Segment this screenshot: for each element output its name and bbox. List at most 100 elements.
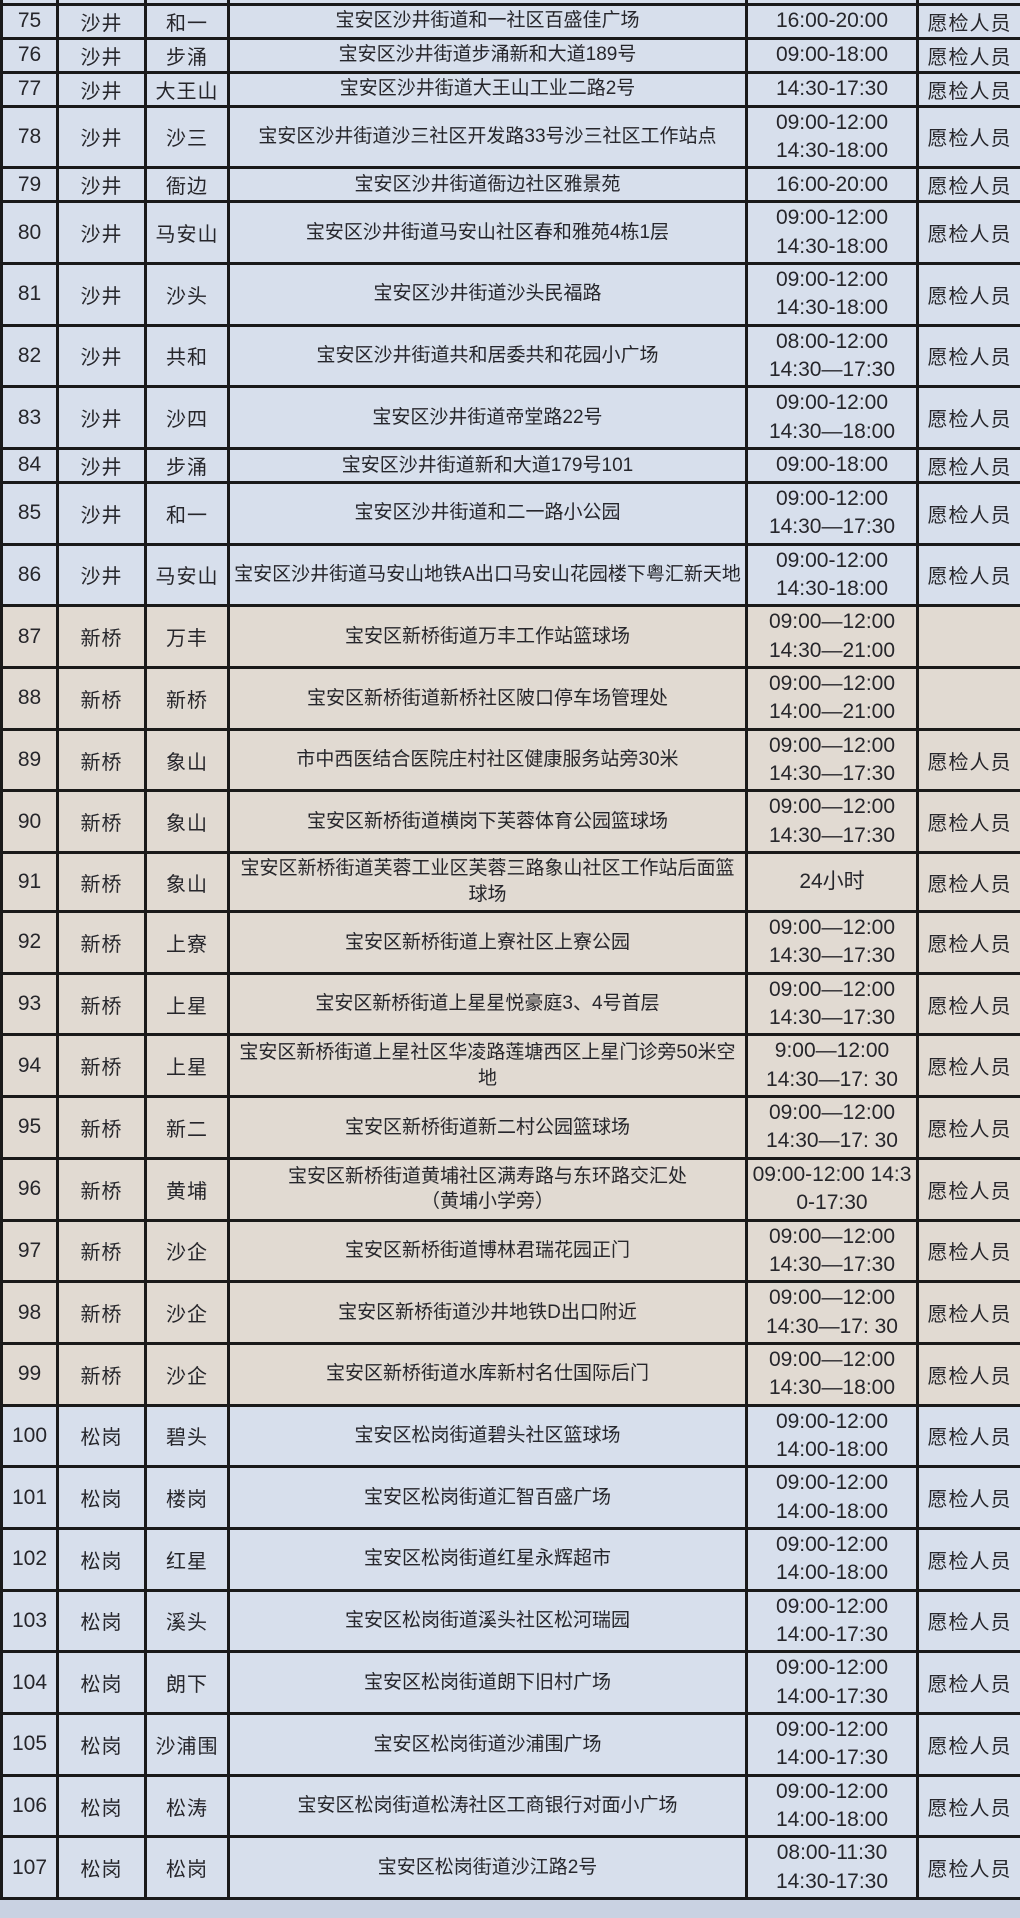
cell-row-number: 75	[0, 2, 59, 40]
table-row: 96 新桥 黄埔 宝安区新桥街道黄埔社区满寿路与东环路交汇处 （黄埔小学旁） 0…	[0, 1156, 1020, 1222]
cutoff-row-top	[0, 0, 1020, 6]
cell-address: 宝安区新桥街道横岗下芙蓉体育公园篮球场	[227, 789, 748, 855]
cell-street: 新桥	[56, 1218, 147, 1284]
table-row: 94 新桥 上星 宝安区新桥街道上星社区华凌路莲塘西区上星门诊旁50米空地 9:…	[0, 1033, 1020, 1099]
table-row: 95 新桥 新二 宝安区新桥街道新二村公园篮球场 09:00—12:00 14:…	[0, 1095, 1020, 1160]
cell-address: 宝安区新桥街道新桥社区陂口停车场管理处	[227, 666, 748, 731]
cell-row-number: 106	[0, 1773, 59, 1839]
cell-street: 沙井	[56, 323, 147, 389]
cell-street: 新桥	[56, 727, 147, 793]
table-row: 89 新桥 象山 市中西医结合医院庄村社区健康服务站旁30米 09:00—12:…	[0, 727, 1020, 793]
cell-community: 沙四	[144, 385, 230, 450]
cell-address: 宝安区沙井街道新和大道179号101	[227, 446, 748, 484]
cell-note: 愿检人员	[916, 910, 1020, 975]
cell-note: 愿检人员	[916, 851, 1020, 914]
cell-address: 宝安区松岗街道溪头社区松河瑞园	[227, 1588, 748, 1654]
cell-row-number: 76	[0, 36, 59, 74]
cell-note: 愿检人员	[916, 480, 1020, 546]
table-row: 101 松岗 楼岗 宝安区松岗街道汇智百盛广场 09:00-12:00 14:0…	[0, 1465, 1020, 1530]
cell-street: 松岗	[56, 1403, 147, 1469]
cell-street: 新桥	[56, 851, 147, 914]
cell-time: 09:00-12:00 14:00-18:00	[745, 1773, 919, 1839]
cell-note: 愿检人员	[916, 70, 1020, 108]
cell-community: 松涛	[144, 1773, 230, 1839]
cell-address: 宝安区沙井街道共和居委共和花园小广场	[227, 323, 748, 389]
cell-time: 09:00—12:00 14:30—17:30	[745, 971, 919, 1037]
cell-community: 朗下	[144, 1650, 230, 1715]
cell-address: 宝安区松岗街道松涛社区工商银行对面小广场	[227, 1773, 748, 1839]
cell-row-number: 77	[0, 70, 59, 108]
cutoff-cell	[916, 0, 1020, 6]
cell-address: 宝安区新桥街道博林君瑞花园正门	[227, 1218, 748, 1284]
cell-community: 上寮	[144, 910, 230, 975]
cell-note: 愿检人员	[916, 2, 1020, 40]
cell-row-number: 83	[0, 385, 59, 450]
table-row: 82 沙井 共和 宝安区沙井街道共和居委共和花园小广场 08:00-12:00 …	[0, 323, 1020, 389]
cell-time: 09:00-12:00 14:00-18:00	[745, 1403, 919, 1469]
table-row: 79 沙井 衙边 宝安区沙井街道衙边社区雅景苑 16:00-20:00 愿检人员	[0, 166, 1020, 204]
cell-community: 和一	[144, 480, 230, 546]
cell-address: 宝安区松岗街道碧头社区篮球场	[227, 1403, 748, 1469]
table-row: 81 沙井 沙头 宝安区沙井街道沙头民福路 09:00-12:00 14:30-…	[0, 261, 1020, 327]
cell-time: 09:00—12:00 14:30—17:30	[745, 910, 919, 975]
table-row: 77 沙井 大王山 宝安区沙井街道大王山工业二路2号 14:30-17:30 愿…	[0, 70, 1020, 108]
cell-street: 新桥	[56, 1156, 147, 1222]
cell-note: 愿检人员	[916, 1650, 1020, 1715]
cell-community: 象山	[144, 727, 230, 793]
cell-community: 象山	[144, 851, 230, 914]
cell-community: 衙边	[144, 166, 230, 204]
table-row: 104 松岗 朗下 宝安区松岗街道朗下旧村广场 09:00-12:00 14:0…	[0, 1650, 1020, 1715]
cell-street: 沙井	[56, 2, 147, 40]
cell-community: 沙三	[144, 104, 230, 170]
cell-note: 愿检人员	[916, 789, 1020, 855]
cell-address: 宝安区松岗街道汇智百盛广场	[227, 1465, 748, 1530]
cell-street: 新桥	[56, 1280, 147, 1345]
cell-time: 09:00-12:00 14:30-17:30	[745, 1156, 919, 1222]
cell-community: 沙企	[144, 1218, 230, 1284]
cell-time: 16:00-20:00	[745, 166, 919, 204]
cell-note: 愿检人员	[916, 1773, 1020, 1839]
cell-time: 14:30-17:30	[745, 70, 919, 108]
cell-street: 松岗	[56, 1712, 147, 1777]
table-row: 106 松岗 松涛 宝安区松岗街道松涛社区工商银行对面小广场 09:00-12:…	[0, 1773, 1020, 1839]
cell-row-number: 99	[0, 1341, 59, 1407]
cell-note: 愿检人员	[916, 385, 1020, 450]
cell-row-number: 87	[0, 604, 59, 669]
cell-row-number: 89	[0, 727, 59, 793]
cell-street: 沙井	[56, 200, 147, 265]
cell-time: 09:00—12:00 14:30—17:30	[745, 727, 919, 793]
cell-address: 宝安区松岗街道沙江路2号	[227, 1835, 748, 1901]
cell-note: 愿检人员	[916, 1403, 1020, 1469]
cell-street: 松岗	[56, 1835, 147, 1901]
cell-row-number: 92	[0, 910, 59, 975]
cell-street: 沙井	[56, 542, 147, 608]
cell-note: 愿检人员	[916, 261, 1020, 327]
cell-address: 宝安区沙井街道马安山社区春和雅苑4栋1层	[227, 200, 748, 265]
cell-row-number: 79	[0, 166, 59, 204]
cell-row-number: 80	[0, 200, 59, 265]
cell-address: 宝安区沙井街道沙头民福路	[227, 261, 748, 327]
cell-address: 宝安区新桥街道万丰工作站篮球场	[227, 604, 748, 669]
table-row: 93 新桥 上星 宝安区新桥街道上星星悦豪庭3、4号首层 09:00—12:00…	[0, 971, 1020, 1037]
cutoff-cell	[0, 0, 59, 6]
cutoff-cell	[745, 0, 919, 6]
cell-street: 沙井	[56, 70, 147, 108]
cell-note: 愿检人员	[916, 727, 1020, 793]
cell-street: 松岗	[56, 1465, 147, 1530]
cell-address: 宝安区沙井街道和一社区百盛佳广场	[227, 2, 748, 40]
cell-row-number: 97	[0, 1218, 59, 1284]
table-row: 97 新桥 沙企 宝安区新桥街道博林君瑞花园正门 09:00—12:00 14:…	[0, 1218, 1020, 1284]
cell-community: 碧头	[144, 1403, 230, 1469]
cell-address: 宝安区新桥街道上寮社区上寮公园	[227, 910, 748, 975]
table-row: 84 沙井 步涌 宝安区沙井街道新和大道179号101 09:00-18:00 …	[0, 446, 1020, 484]
cell-row-number: 88	[0, 666, 59, 731]
cell-time: 9:00—12:00 14:30—17: 30	[745, 1033, 919, 1099]
cell-community: 沙头	[144, 261, 230, 327]
cell-community: 松岗	[144, 1835, 230, 1901]
cell-community: 沙企	[144, 1341, 230, 1407]
cell-note: 愿检人员	[916, 323, 1020, 389]
table-row: 90 新桥 象山 宝安区新桥街道横岗下芙蓉体育公园篮球场 09:00—12:00…	[0, 789, 1020, 855]
cell-address: 宝安区新桥街道芙蓉工业区芙蓉三路象山社区工作站后面篮球场	[227, 851, 748, 914]
cell-time: 09:00-12:00 14:30-18:00	[745, 200, 919, 265]
